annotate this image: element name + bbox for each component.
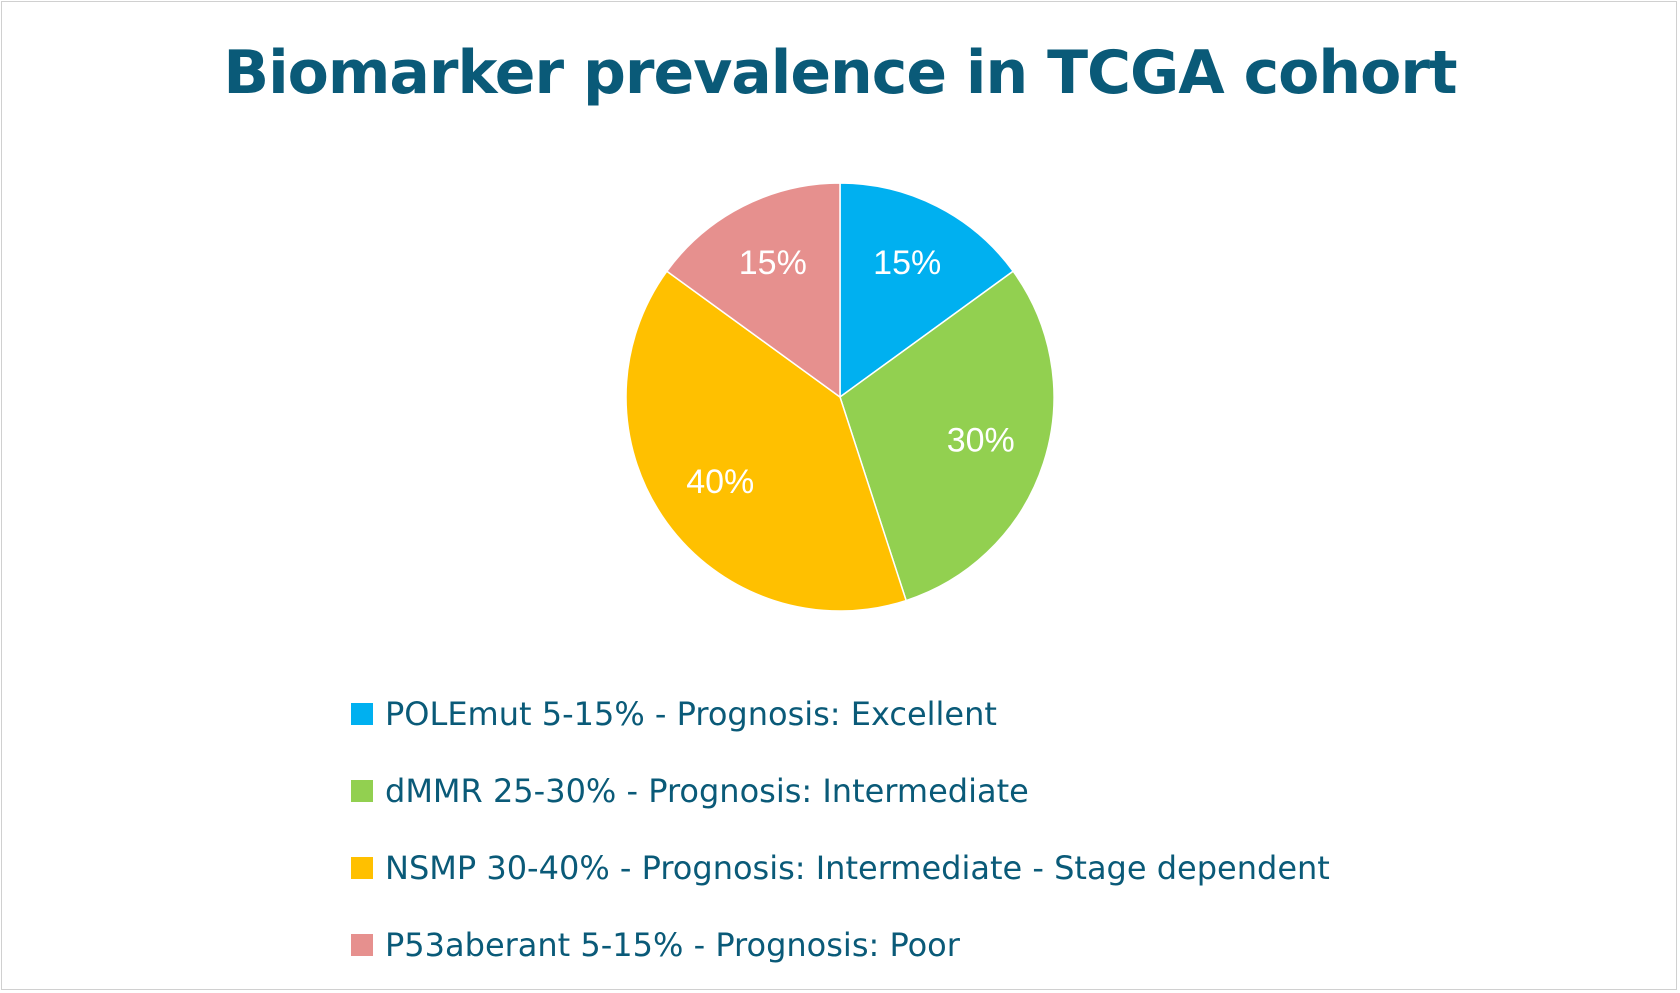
data-label-p53aberant: 15% [739,244,807,282]
data-label-dmmr: 30% [947,422,1015,460]
legend-swatch-polemut [351,702,373,725]
legend-label-nsmp: NSMP 30-40% - Prognosis: Intermediate - … [385,848,1330,887]
legend-item-p53aberant: P53aberant 5-15% - Prognosis: Poor [351,906,1330,983]
legend-label-p53aberant: P53aberant 5-15% - Prognosis: Poor [385,925,960,964]
pie-slice-labels: 15% 30% 40% 15% [686,244,1015,501]
pie-slice-polemut [839,182,1015,399]
chart-title: Biomarker prevalence in TCGA cohort [223,38,1457,108]
pie-slices [625,182,1055,612]
pie-slice-dmmr [839,270,1055,602]
legend: POLEmut 5-15% - Prognosis: Excellent dMM… [351,675,1330,983]
legend-swatch-dmmr [351,779,373,802]
legend-label-dmmr: dMMR 25-30% - Prognosis: Intermediate [385,771,1029,810]
legend-swatch-nsmp [351,856,373,879]
legend-label-polemut: POLEmut 5-15% - Prognosis: Excellent [385,694,997,733]
data-label-polemut: 15% [873,244,941,282]
pie-slice-nsmp [625,270,908,612]
legend-item-nsmp: NSMP 30-40% - Prognosis: Intermediate - … [351,829,1330,906]
legend-item-dmmr: dMMR 25-30% - Prognosis: Intermediate [351,752,1330,829]
data-label-nsmp: 40% [686,463,754,501]
legend-item-polemut: POLEmut 5-15% - Prognosis: Excellent [351,675,1330,752]
pie-slice-p53aberant [665,182,841,399]
legend-swatch-p53aberant [351,933,373,956]
